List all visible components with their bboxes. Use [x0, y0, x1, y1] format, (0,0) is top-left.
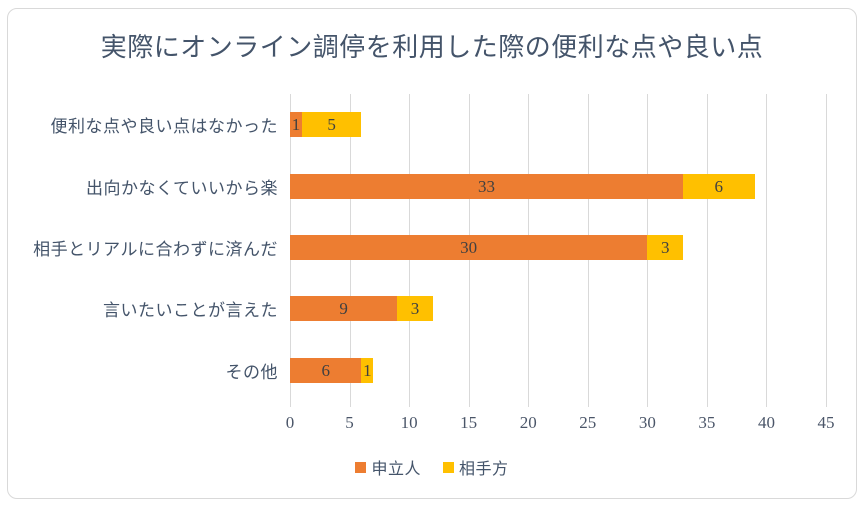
category-label: 相手とリアルに合わずに済んだ	[33, 240, 278, 260]
x-tick-mark	[290, 401, 291, 407]
x-tick-mark	[528, 401, 530, 407]
x-tick-label: 0	[285, 413, 295, 432]
bar-value-label: 3	[410, 299, 420, 319]
bar-row: 33 6	[290, 173, 826, 199]
bar-segment: 3	[647, 235, 684, 260]
plot-area: 1 5 33 6 30 3 9 3 6 1	[290, 94, 827, 401]
x-tick-mark	[766, 401, 768, 407]
x-tick-label: 35	[698, 413, 716, 432]
legend: 申立人 相手方	[8, 455, 856, 479]
legend-label-petitioner: 申立人	[371, 461, 421, 478]
gridline-x-35	[706, 94, 708, 401]
x-tick-mark	[409, 401, 411, 407]
x-tick-label: 30	[638, 413, 656, 432]
x-tick-label: 15	[460, 413, 478, 432]
x-tick-label: 25	[579, 413, 597, 432]
legend-item-respondent: 相手方	[443, 455, 509, 479]
bar-segment: 6	[290, 357, 362, 383]
bar-value-label: 33	[478, 176, 496, 196]
bar-value-label: 6	[321, 360, 330, 380]
chart-frame: 実際にオンライン調停を利用した際の便利な点や良い点 便利な点や良い点はなかった出…	[7, 8, 857, 499]
legend-label-respondent: 相手方	[459, 461, 509, 478]
x-axis-labels: 0 5 10 15 20 25 30 35 40 45	[286, 412, 835, 434]
chart-title: 実際にオンライン調停を利用した際の便利な点や良い点	[100, 32, 764, 62]
gridline-x-45	[826, 94, 827, 401]
gridline-x-40	[766, 94, 768, 401]
bar-segment: 30	[290, 235, 648, 260]
bar-value-label: 5	[327, 115, 336, 135]
x-tick-label: 20	[519, 413, 537, 432]
bar-value-label: 1	[363, 360, 372, 380]
bar-value-label: 9	[339, 299, 348, 319]
bar-value-label: 1	[291, 115, 301, 135]
bar-segment: 33	[290, 173, 684, 199]
x-tick-label: 10	[400, 413, 418, 432]
bar-segment: 9	[290, 296, 398, 322]
x-tick-mark	[706, 401, 708, 407]
bar-value-label: 6	[714, 176, 724, 196]
legend-swatch-petitioner	[355, 461, 367, 473]
x-axis-tick-marks	[290, 401, 827, 407]
category-label: 出向かなくていいから楽	[86, 178, 278, 198]
bar-segment: 1	[290, 112, 302, 138]
x-tick-mark	[826, 401, 827, 407]
category-axis: 便利な点や良い点はなかった出向かなくていいから楽相手とリアルに合わずに済んだ言い…	[20, 94, 278, 401]
category-label: 便利な点や良い点はなかった	[50, 117, 278, 137]
bar-segment: 1	[361, 357, 374, 383]
bar-segment: 3	[397, 296, 433, 322]
x-tick-label: 45	[817, 413, 835, 432]
x-tick-mark	[468, 401, 470, 407]
x-tick-mark	[647, 401, 649, 407]
bar-segment: 6	[683, 173, 755, 199]
bar-value-label: 30	[460, 238, 478, 257]
x-tick-label: 5	[345, 413, 354, 432]
legend-item-petitioner: 申立人	[355, 455, 421, 479]
category-label: その他	[225, 362, 278, 382]
legend-swatch-respondent	[443, 461, 454, 473]
category-label: 言いたいことが言えた	[103, 301, 278, 321]
x-tick-mark	[349, 401, 351, 407]
bar-value-label: 3	[660, 238, 670, 257]
x-tick-label: 40	[757, 413, 775, 432]
bar-segment: 5	[301, 112, 362, 138]
x-tick-mark	[587, 401, 589, 407]
bar-row: 30 3	[290, 235, 826, 260]
